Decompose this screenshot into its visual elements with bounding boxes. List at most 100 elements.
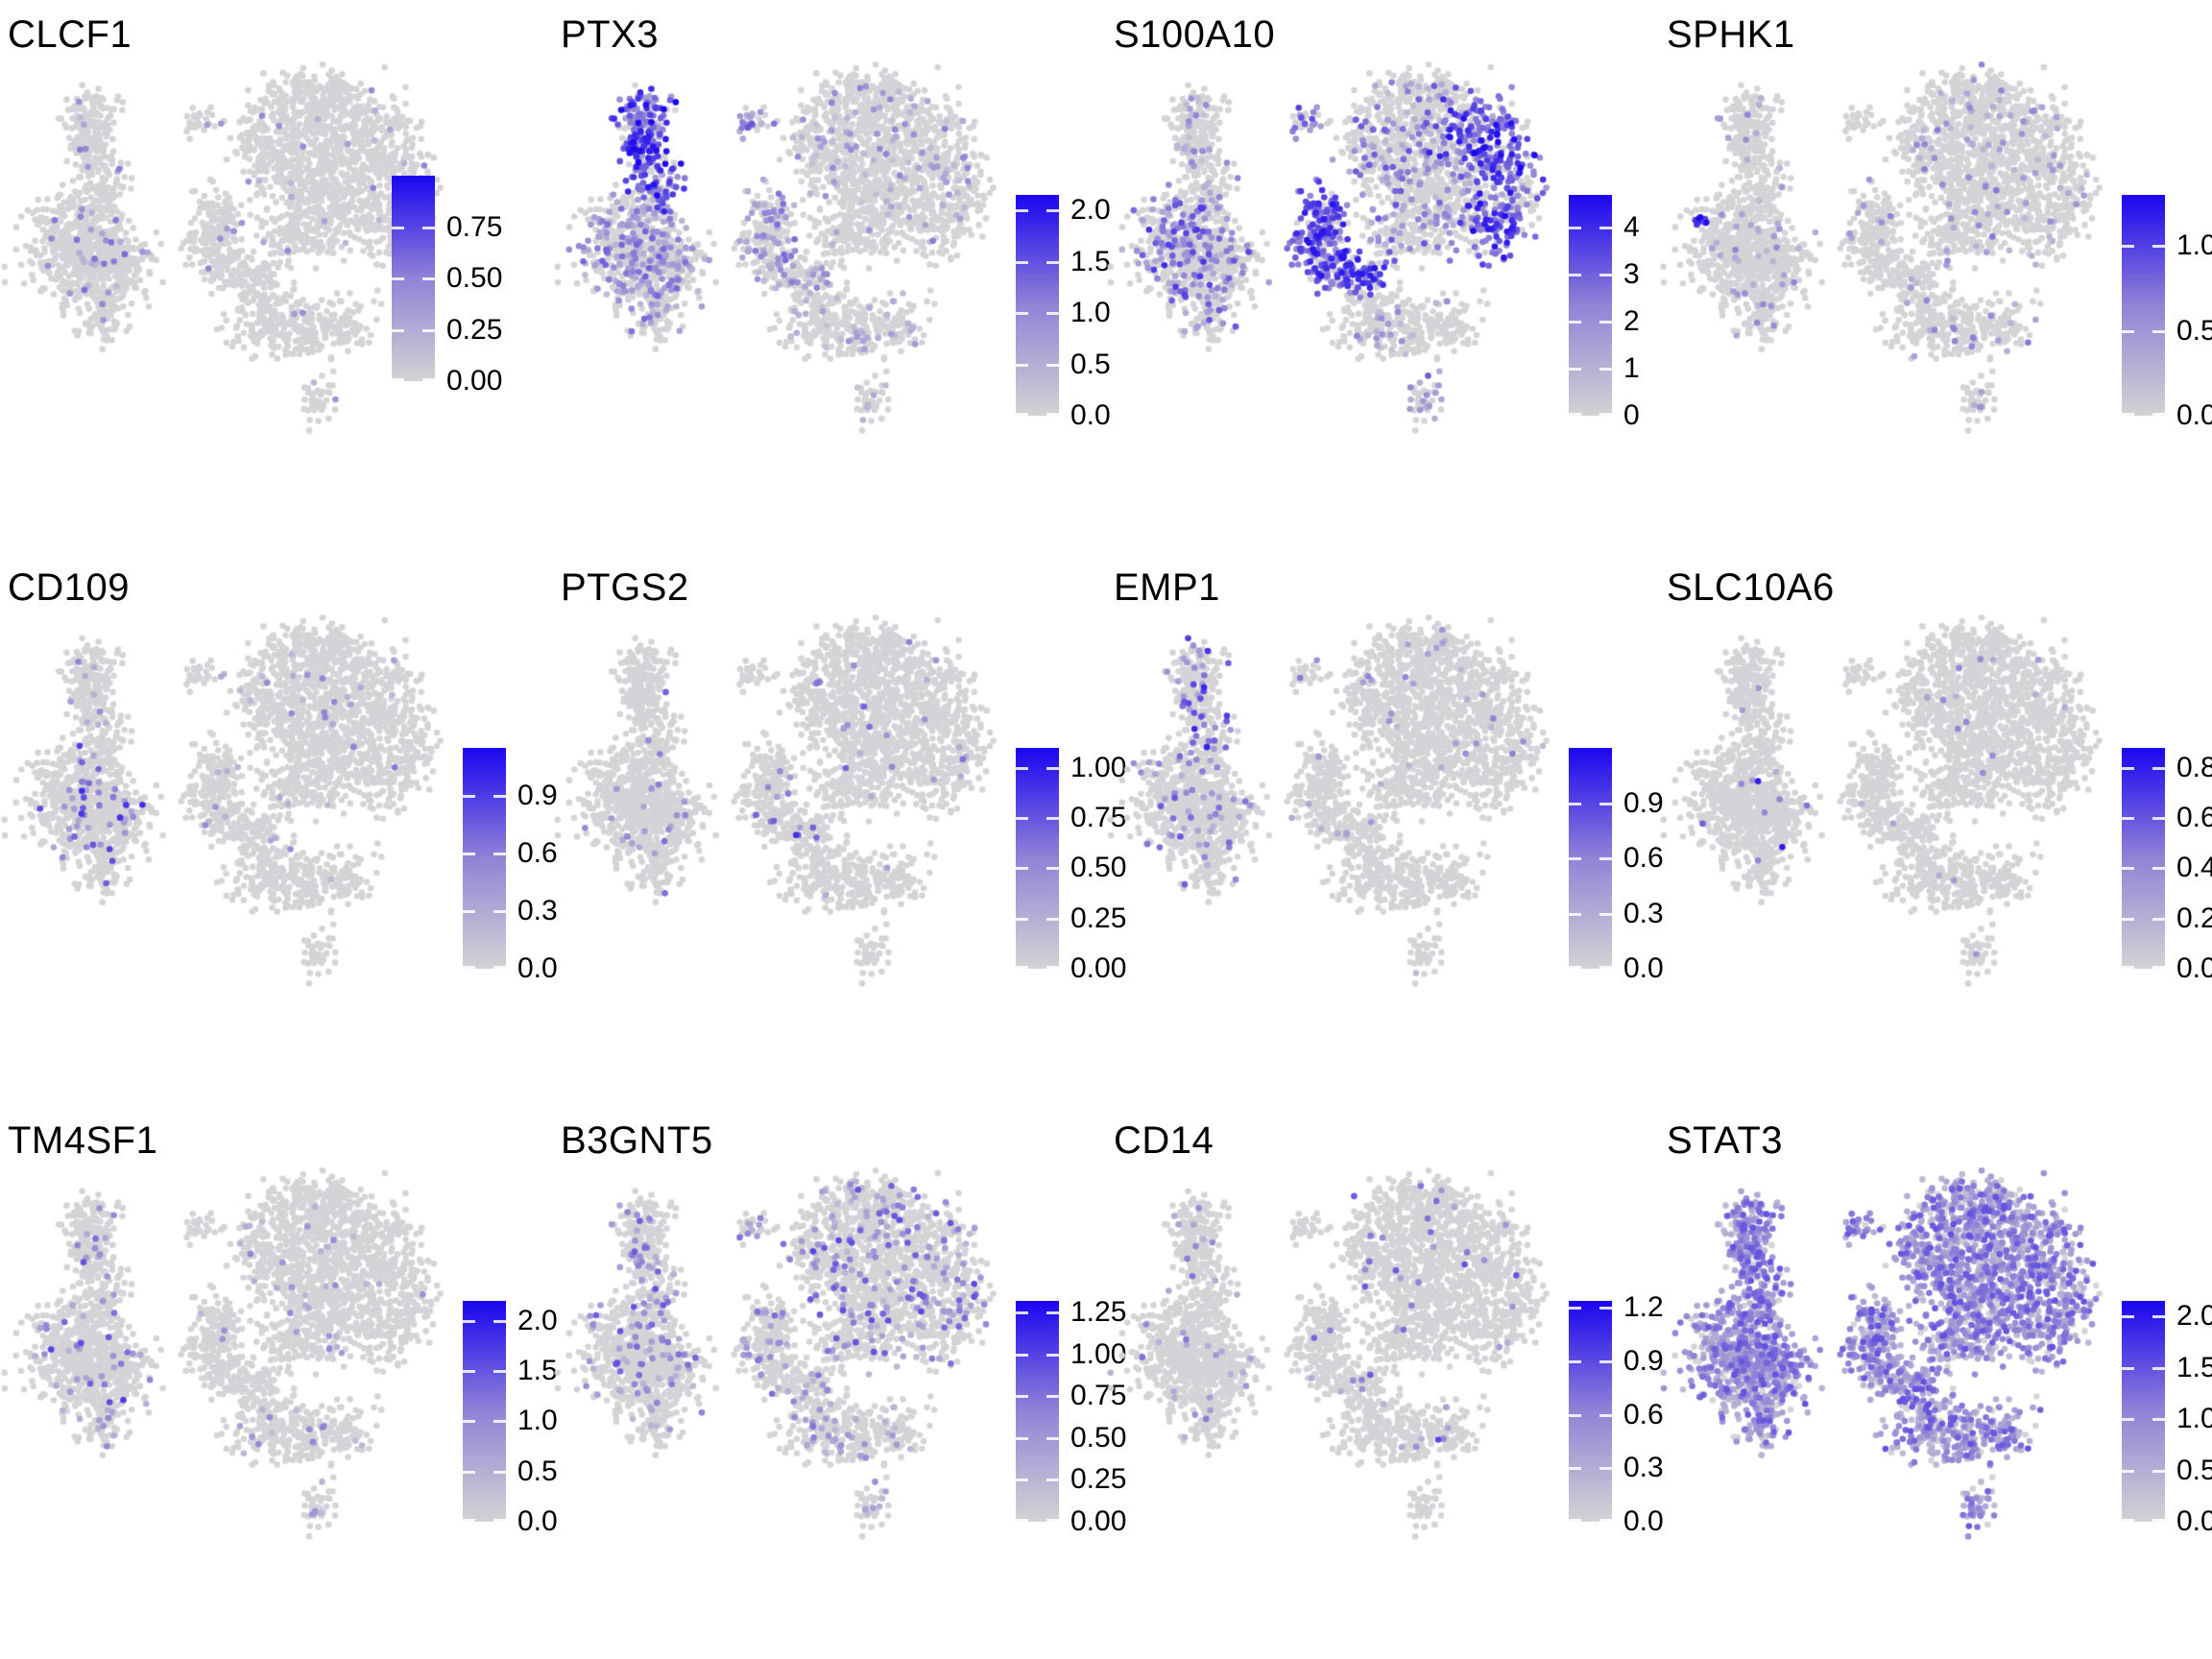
colorbar-tick-mark	[1016, 260, 1028, 264]
colorbar-tick-label: 0.5	[1070, 348, 1111, 380]
colorbar-tick-mark	[463, 853, 475, 855]
colorbar-tick-label: 1.0	[1070, 297, 1111, 329]
colorbar-tick-mark	[493, 1519, 506, 1522]
colorbar-tick-label: 0.00	[446, 365, 503, 397]
colorbar-tick-label: 0	[1623, 399, 1640, 431]
expression-colorbar: 0.9 0.6 0.3 0.0	[1569, 748, 1684, 983]
colorbar-tick-mark	[1016, 966, 1028, 969]
colorbar-tick-mark	[1569, 321, 1581, 325]
colorbar-tick-mark	[422, 378, 435, 381]
panel-title: CD14	[1114, 1119, 1214, 1162]
colorbar-tick-label: 0.5	[517, 1455, 558, 1487]
colorbar-gradient	[2122, 748, 2165, 969]
colorbar-tick-mark	[2122, 329, 2134, 333]
colorbar-tick-mark	[493, 853, 506, 855]
colorbar-gradient	[1016, 748, 1059, 969]
colorbar-tick-mark	[1046, 209, 1059, 213]
expression-colorbar: 4 3 2 1 0	[1569, 195, 1684, 430]
colorbar-tick-mark	[1599, 857, 1612, 860]
colorbar-tick-mark	[2122, 1418, 2134, 1422]
panel-title: CLCF1	[8, 13, 132, 56]
colorbar-tick-mark	[1599, 1519, 1612, 1522]
colorbar-tick-mark	[2152, 766, 2165, 770]
colorbar-tick-mark	[463, 1319, 475, 1323]
colorbar-tick-mark	[1599, 321, 1612, 325]
colorbar-tick-label: 0.0	[1070, 399, 1111, 431]
colorbar-tick-mark	[1046, 966, 1059, 969]
colorbar-tick-mark	[1599, 912, 1612, 916]
colorbar-tick-mark	[2152, 413, 2165, 416]
colorbar-tick-mark	[1016, 1436, 1028, 1440]
colorbar-tick-mark	[1599, 227, 1612, 230]
colorbar-tick-mark	[1016, 766, 1028, 770]
umap-scatter-canvas	[1106, 1106, 1659, 1659]
colorbar-tick-mark	[2152, 966, 2165, 969]
expression-colorbar: 2.0 1.5 1.0 0.5 0.0	[463, 1301, 578, 1536]
colorbar-tick-mark	[1016, 867, 1028, 871]
umap-scatter-canvas	[1106, 0, 1659, 553]
colorbar-tick-label: 1.0	[2176, 1403, 2212, 1435]
colorbar-tick-mark	[1599, 413, 1612, 416]
colorbar-tick-mark	[2122, 867, 2134, 871]
umap-scatter-canvas	[0, 553, 553, 1106]
colorbar-tick-mark	[2122, 817, 2134, 821]
colorbar-tick-mark	[1016, 917, 1028, 921]
feature-panel: CLCF1 0.75 0.50 0.25 0.00	[0, 0, 553, 553]
colorbar-tick-mark	[1569, 274, 1581, 277]
colorbar-tick-mark	[1016, 1311, 1028, 1315]
colorbar-tick-mark	[1016, 1479, 1028, 1482]
colorbar-tick-label: 0.3	[1623, 1452, 1664, 1484]
colorbar-tick-label: 0.9	[1623, 1345, 1664, 1378]
colorbar-tick-mark	[1046, 817, 1059, 821]
umap-scatter-canvas	[1659, 0, 2212, 553]
colorbar-tick-mark	[1046, 312, 1059, 316]
colorbar-tick-mark	[392, 378, 404, 381]
colorbar-tick-mark	[2122, 766, 2134, 770]
expression-colorbar: 2.0 1.5 1.0 0.5 0.0	[1016, 195, 1131, 430]
colorbar-tick-mark	[2152, 1519, 2165, 1522]
colorbar-tick-label: 1.5	[2176, 1351, 2212, 1383]
colorbar-tick-mark	[1569, 1413, 1581, 1417]
colorbar-tick-mark	[1599, 274, 1612, 277]
colorbar-tick-label: 0.50	[446, 262, 503, 294]
colorbar-tick-mark	[1046, 1311, 1059, 1315]
colorbar-tick-label: 0.9	[517, 780, 558, 811]
umap-scatter-canvas	[0, 0, 553, 553]
colorbar-tick-label: 0.4	[2176, 852, 2212, 884]
colorbar-tick-label: 0.6	[2176, 802, 2212, 834]
colorbar-tick-mark	[1016, 1395, 1028, 1399]
feature-panel: CD14 1.2 0.9 0.6 0.3 0.0	[1106, 1106, 1664, 1659]
colorbar-tick-mark	[1599, 1307, 1612, 1310]
colorbar-tick-label: 0.3	[1623, 897, 1664, 929]
feature-panel: B3GNT5 1.25 1.00 0.75 0.50 0.25 0.00	[553, 1106, 1126, 1659]
colorbar-tick-mark	[1016, 209, 1028, 213]
feature-panel: SLC10A6 0.8 0.6 0.4 0.2 0.0	[1659, 553, 2212, 1106]
colorbar-tick-mark	[1016, 1353, 1028, 1357]
colorbar-tick-mark	[1016, 413, 1028, 416]
colorbar-tick-mark	[493, 1370, 506, 1374]
colorbar-tick-mark	[2122, 1315, 2134, 1319]
panel-title: SLC10A6	[1667, 566, 1835, 609]
panel-title: CD109	[8, 566, 131, 609]
panel-title: SPHK1	[1667, 13, 1795, 56]
feature-panel: CD109 0.9 0.6 0.3 0.0	[0, 553, 558, 1106]
colorbar-tick-mark	[422, 226, 435, 229]
colorbar-tick-label: 1.5	[517, 1355, 558, 1387]
colorbar-tick-mark	[1569, 802, 1581, 805]
expression-colorbar: 1.2 0.9 0.6 0.3 0.0	[1569, 1293, 1684, 1536]
feature-panel: SPHK1 1.0 0.5 0.0	[1659, 0, 2212, 553]
feature-panel: EMP1 0.9 0.6 0.3 0.0	[1106, 553, 1664, 1106]
colorbar-tick-mark	[1569, 1360, 1581, 1364]
colorbar-tick-mark	[1046, 260, 1059, 264]
colorbar-tick-mark	[463, 1519, 475, 1522]
colorbar-gradient	[463, 748, 506, 969]
colorbar-tick-mark	[1569, 1467, 1581, 1471]
colorbar-tick-mark	[2152, 917, 2165, 921]
expression-colorbar: 0.8 0.6 0.4 0.2 0.0	[2122, 748, 2212, 983]
umap-scatter-canvas	[553, 0, 1106, 553]
umap-scatter-canvas	[553, 553, 1106, 1106]
colorbar-tick-label: 1	[1623, 352, 1640, 385]
colorbar-gradient	[1016, 195, 1059, 416]
feature-panel: STAT3 2.0 1.5 1.0 0.5 0.0	[1659, 1106, 2212, 1659]
umap-scatter-canvas	[1106, 553, 1659, 1106]
